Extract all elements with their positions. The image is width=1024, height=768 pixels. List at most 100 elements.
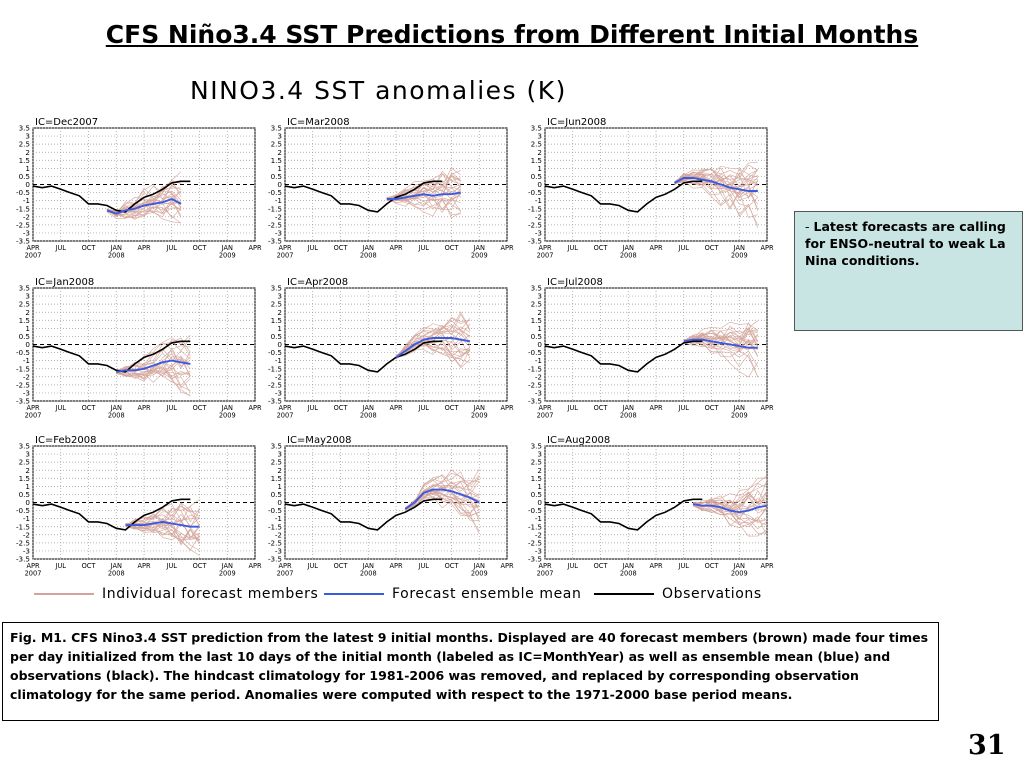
y-tick-label: -3.5 [528,397,542,406]
y-tick-label: 0.5 [19,172,30,181]
x-tick-label: JAN [622,244,634,252]
panel-1: 3.532.521.510.50-0.5-1-1.5-2-2.5-3-3.5AP… [16,117,262,260]
x-tick-label: APR [248,562,261,570]
x-year-label: 2009 [219,252,236,260]
y-tick-label: -1.5 [16,522,30,531]
y-tick-label: -2.5 [528,538,542,547]
y-tick-label: 3.5 [19,442,30,451]
x-tick-label: JAN [733,244,745,252]
ensemble-member-line [683,342,759,378]
x-year-label: 2009 [471,570,488,578]
observations-line [32,340,191,373]
y-tick-label: -0.5 [528,188,542,197]
y-tick-label: -2.5 [16,220,30,229]
y-tick-label: 1 [537,164,542,173]
y-tick-label: 2.5 [271,140,282,149]
y-tick-label: -1.5 [268,364,282,373]
y-tick-label: 3.5 [531,124,542,133]
ensemble-member-line [674,176,758,219]
legend-item-mean: Forecast ensemble mean [324,586,581,602]
x-year-label: 2009 [219,412,236,420]
y-tick-label: 1.5 [531,474,542,483]
observations-line [544,180,703,213]
x-year-label: 2008 [620,252,637,260]
ensemble-member-line [674,175,759,211]
y-tick-label: -3 [275,389,282,398]
y-tick-label: 3.5 [19,284,30,293]
x-tick-label: APR [500,562,513,570]
x-tick-label: OCT [445,244,460,252]
y-tick-label: 1.5 [271,156,282,165]
y-tick-label: 3.5 [531,284,542,293]
ensemble-member-line [683,339,759,377]
ensemble-mean-line [683,338,758,349]
ensemble-member-line [386,196,462,214]
x-tick-label: APR [137,562,150,570]
x-tick-label: JAN [362,562,374,570]
y-tick-label: -2 [23,530,30,539]
ensemble-member-line [405,496,480,532]
y-tick-label: 0 [25,498,30,507]
x-tick-label: APR [649,244,662,252]
y-tick-label: -1.5 [528,522,542,531]
x-tick-label: JUL [166,404,178,412]
y-tick-label: -3 [23,389,30,398]
x-tick-label: APR [649,404,662,412]
y-tick-label: -2.5 [16,538,30,547]
figure-title: NINO3.4 SST anomalies (K) [190,76,567,105]
y-tick-label: 3 [25,292,30,301]
panel-6: 3.532.521.510.50-0.5-1-1.5-2-2.5-3-3.5AP… [528,277,774,420]
x-tick-label: JAN [473,244,485,252]
x-tick-label: JAN [110,244,122,252]
y-tick-label: -2 [535,372,542,381]
x-tick-label: JUL [166,244,178,252]
y-tick-label: -2 [535,212,542,221]
slide-title: CFS Niño3.4 SST Predictions from Differe… [105,20,919,49]
x-year-label: 2007 [277,570,294,578]
ensemble-member-line [386,167,462,199]
panel-2: 3.532.521.510.50-0.5-1-1.5-2-2.5-3-3.5AP… [268,117,514,260]
y-tick-label: -0.5 [528,348,542,357]
x-tick-label: JAN [110,562,122,570]
y-tick-label: -1 [23,196,30,205]
x-tick-label: OCT [705,244,720,252]
x-tick-label: APR [538,404,551,412]
y-tick-label: 0.5 [19,490,30,499]
panel-7: 3.532.521.510.50-0.5-1-1.5-2-2.5-3-3.5AP… [16,435,262,578]
y-tick-label: 0 [277,180,282,189]
y-tick-label: -3.5 [16,397,30,406]
y-tick-label: 2.5 [19,458,30,467]
x-tick-label: APR [760,244,773,252]
y-tick-label: 2.5 [531,300,542,309]
ensemble-member-line [692,504,768,530]
observations-line [32,180,191,213]
ensemble-member-line [674,180,759,229]
x-tick-label: OCT [193,562,208,570]
y-tick-label: -0.5 [268,348,282,357]
x-tick-label: JUL [307,562,319,570]
x-year-label: 2007 [25,252,42,260]
y-tick-label: 1.5 [531,156,542,165]
x-year-label: 2007 [25,412,42,420]
y-tick-label: 2 [277,308,282,317]
y-tick-label: 3 [537,132,542,141]
panel-9: 3.532.521.510.50-0.5-1-1.5-2-2.5-3-3.5AP… [528,435,774,578]
ensemble-member-line [395,317,471,358]
y-tick-label: 3 [537,292,542,301]
x-tick-label: JAN [221,404,233,412]
y-tick-label: -3.5 [268,555,282,564]
ensemble-member-line [395,323,471,360]
y-tick-label: 1 [25,164,30,173]
ensemble-mean-line [116,359,191,373]
y-tick-label: 2 [25,466,30,475]
y-tick-label: -3 [23,229,30,238]
y-tick-label: 1 [25,482,30,491]
y-tick-label: 0.5 [271,490,282,499]
y-tick-label: 0 [277,340,282,349]
panel-label: IC=Aug2008 [547,435,610,446]
y-tick-label: 3.5 [271,124,282,133]
y-tick-label: -2.5 [268,380,282,389]
y-tick-label: 2.5 [19,300,30,309]
panel-label: IC=Jul2008 [547,277,603,288]
x-tick-label: APR [389,562,402,570]
